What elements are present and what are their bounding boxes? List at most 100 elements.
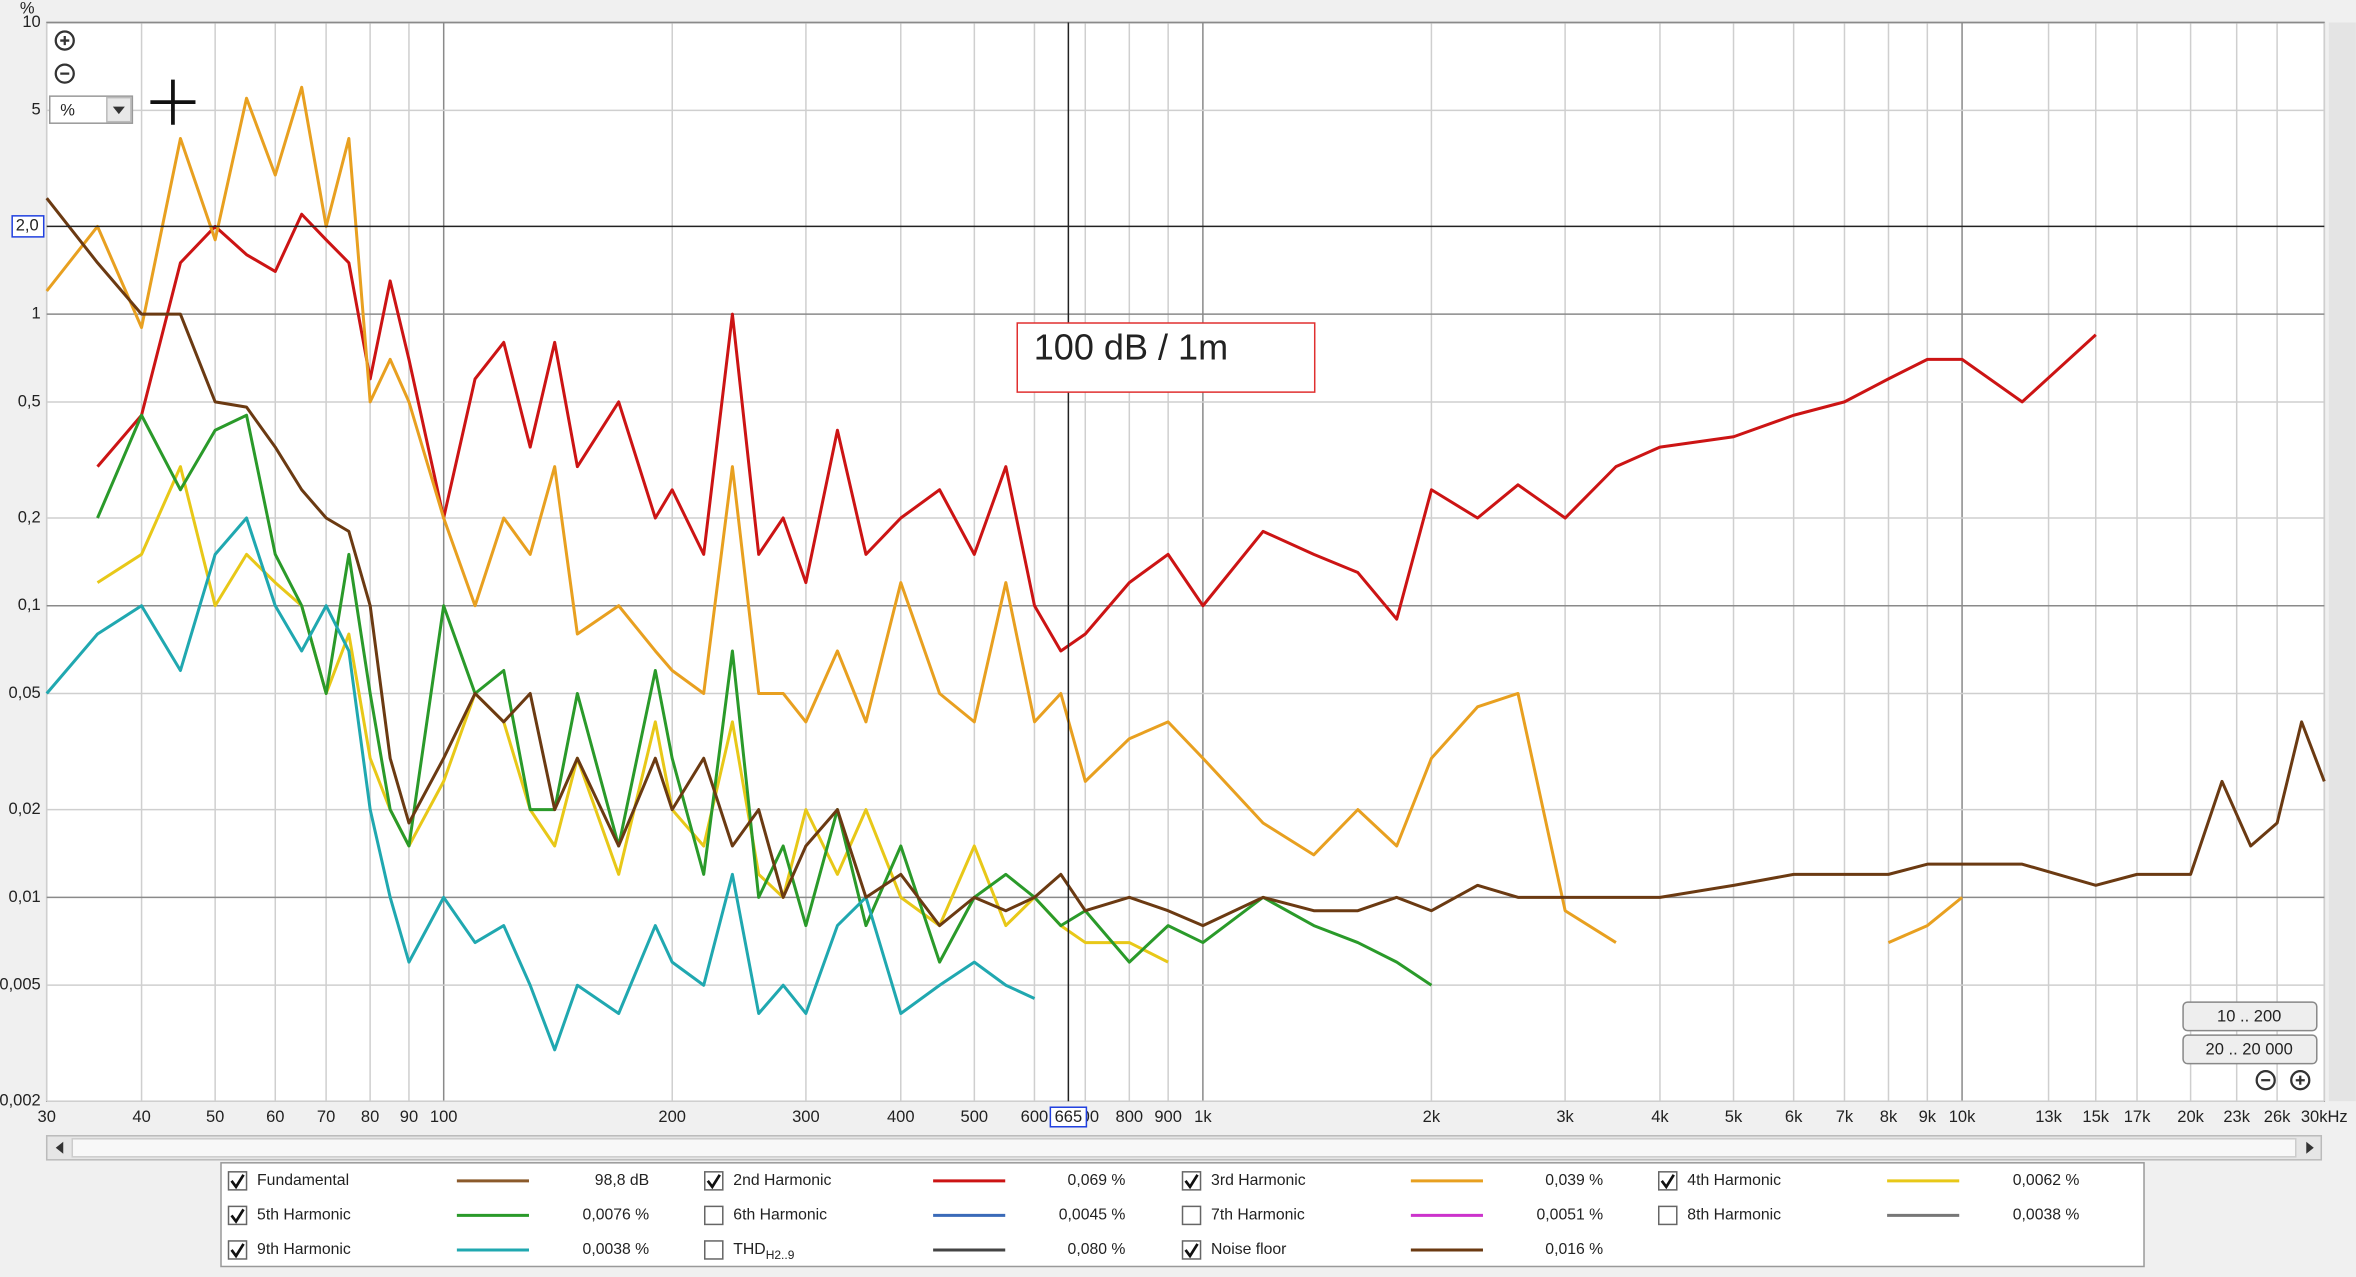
checkbox[interactable] — [227, 1171, 248, 1191]
unit-dropdown[interactable]: % — [48, 95, 134, 124]
legend-name: 2nd Harmonic — [733, 1172, 831, 1189]
crosshair-cursor — [150, 79, 196, 125]
cursor-x-label: 665 — [1055, 1107, 1083, 1126]
zoom-in-icon[interactable] — [54, 30, 75, 51]
x-tick-label: 200 — [658, 1107, 686, 1126]
legend-name: 8th Harmonic — [1687, 1207, 1781, 1224]
x-tick-label: 80 — [361, 1107, 379, 1126]
checkbox[interactable] — [1658, 1205, 1678, 1226]
x-tick-label: 500 — [961, 1107, 989, 1126]
x-tick-label: 7k — [1836, 1107, 1854, 1126]
x-tick-label: 5k — [1725, 1107, 1743, 1126]
legend-name: Noise floor — [1211, 1241, 1286, 1258]
x-tick-label: 40 — [132, 1107, 150, 1126]
legend-item: 8th Harmonic 0,0038 % — [1658, 1205, 2080, 1226]
range-button[interactable]: 20 .. 20 000 — [2182, 1034, 2318, 1065]
x-tick-label: 13k — [2035, 1107, 2062, 1126]
legend-name-main: 9th Harmonic — [257, 1241, 351, 1258]
x-tick-label: 3k — [1556, 1107, 1574, 1126]
checkbox-check — [1184, 1174, 1199, 1190]
x-tick-label: 100 — [430, 1107, 458, 1126]
y-tick-label: 0,5 — [18, 391, 41, 410]
x-tick-label: 800 — [1116, 1107, 1144, 1126]
legend-item: 5th Harmonic 0,0076 % — [227, 1205, 649, 1226]
annotation-text: 100 dB / 1m — [1034, 327, 1228, 368]
annotation-box: 100 dB / 1m — [1016, 322, 1316, 393]
legend-name-main: Fundamental — [257, 1172, 349, 1189]
x-tick-label: 60 — [266, 1107, 284, 1126]
checkbox[interactable] — [1181, 1205, 1202, 1226]
range-button-text: 10 .. 200 — [2217, 1006, 2281, 1025]
x-tick-label: 15k — [2082, 1107, 2109, 1126]
legend-item: 2nd Harmonic 0,069 % — [704, 1171, 1126, 1191]
plot-area — [45, 21, 2326, 1102]
checkbox[interactable] — [227, 1240, 248, 1260]
x-tick-label: 300 — [792, 1107, 820, 1126]
legend-item: Noise floor 0,016 % — [1181, 1240, 1603, 1260]
series-line — [45, 516, 1036, 1052]
y-tick-label: 5 — [32, 100, 41, 119]
checkbox[interactable] — [704, 1171, 724, 1191]
checkbox[interactable] — [1658, 1171, 1678, 1191]
checkbox-check — [1660, 1174, 1675, 1190]
zoom-in-x-icon[interactable] — [2290, 1070, 2311, 1091]
side-strip — [2328, 22, 2356, 1102]
unit-dropdown-text: % — [60, 101, 75, 120]
plot-layer: 3040506070809010020030040050060070080090… — [0, 12, 2348, 1128]
x-tick-label: 17k — [2124, 1107, 2151, 1126]
legend-item: 4th Harmonic 0,0062 % — [1658, 1171, 2079, 1191]
legend: Fundamental 98,8 dB 2nd Harmonic 0,069 % 3rd… — [227, 1171, 2080, 1262]
x-tick-label: 23k — [2223, 1107, 2250, 1126]
checkbox-check — [706, 1174, 721, 1190]
y-tick-label: 0,2 — [18, 507, 41, 526]
legend-value: 0,0051 % — [1537, 1207, 1604, 1224]
legend-item: 7th Harmonic 0,0051 % — [1181, 1205, 1604, 1226]
checkbox-check — [230, 1243, 245, 1259]
x-tick-label: 30 — [38, 1107, 56, 1126]
checkbox[interactable] — [1181, 1240, 1202, 1260]
zoom-out-icon[interactable] — [54, 63, 75, 84]
checkbox[interactable] — [1181, 1171, 1202, 1191]
series-line — [45, 85, 1964, 944]
x-tick-label: 600 — [1021, 1107, 1049, 1126]
legend-name: 4th Harmonic — [1687, 1172, 1781, 1189]
checkbox[interactable] — [227, 1205, 248, 1226]
x-tick-label: 10k — [1949, 1107, 1976, 1126]
checkbox-check — [1184, 1243, 1199, 1259]
cursor-x-box — [1049, 1106, 1088, 1128]
x-tick-label: 20k — [2177, 1107, 2204, 1126]
legend-name-sub: H2..9 — [766, 1248, 795, 1262]
x-tick-label: 70 — [317, 1107, 335, 1126]
x-tick-label: 1k — [1194, 1107, 1212, 1126]
legend-name-main: 8th Harmonic — [1687, 1207, 1781, 1224]
checkbox-check — [230, 1208, 245, 1224]
legend-name-main: Noise floor — [1211, 1241, 1286, 1258]
legend-value: 0,080 % — [1068, 1241, 1126, 1258]
checkbox[interactable] — [704, 1205, 724, 1226]
x-tick-label: 30kHz — [2301, 1107, 2348, 1126]
checkbox[interactable] — [704, 1240, 724, 1260]
y-tick-label: 0,05 — [9, 683, 41, 702]
legend-value: 0,069 % — [1068, 1172, 1126, 1189]
horizontal-scrollbar[interactable] — [45, 1135, 2323, 1161]
x-tick-label: 9k — [1919, 1107, 1937, 1126]
legend-item: 9th Harmonic 0,0038 % — [227, 1240, 649, 1260]
legend-value: 0,039 % — [1545, 1172, 1603, 1189]
legend-item: 6th Harmonic 0,0045 % — [704, 1205, 1125, 1226]
range-button[interactable]: 10 .. 200 — [2182, 1001, 2318, 1032]
x-tick-label: 900 — [1154, 1107, 1182, 1126]
legend-name: THDH2..9 — [733, 1241, 794, 1262]
y-tick-label: 10 — [22, 12, 40, 31]
legend-name: 5th Harmonic — [257, 1207, 351, 1224]
zoom-out-x-icon[interactable] — [2255, 1070, 2276, 1091]
range-button-text: 20 .. 20 000 — [2206, 1040, 2293, 1059]
legend-value: 98,8 dB — [595, 1172, 649, 1189]
legend-name-main: 4th Harmonic — [1687, 1172, 1781, 1189]
x-tick-label: 4k — [1651, 1107, 1669, 1126]
legend-name: Fundamental — [257, 1172, 349, 1189]
y-unit-label: % — [20, 0, 35, 17]
legend-value: 0,0038 % — [2013, 1207, 2080, 1224]
y-tick-label: 0,002 — [0, 1091, 41, 1110]
